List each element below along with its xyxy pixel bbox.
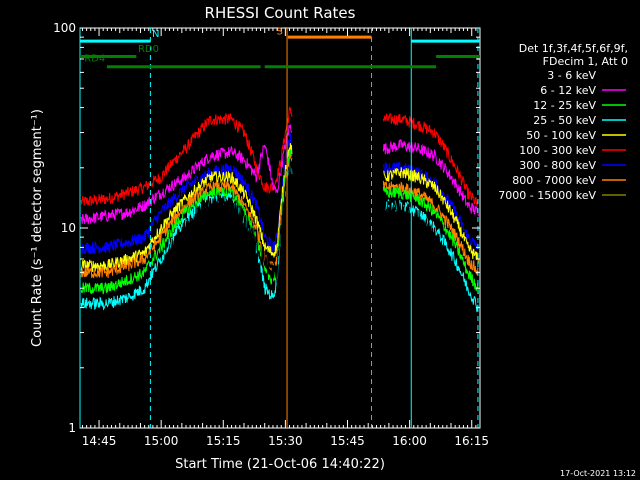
series-line-7	[80, 159, 479, 351]
footer-timestamp: 17-Oct-2021 13:12	[560, 469, 636, 478]
legend-label-1: 6 - 12 keV	[540, 84, 596, 97]
flag-label-2: RD0	[138, 44, 159, 55]
y-tick-label-2: 100	[53, 21, 76, 35]
legend: Det 1f,3f,4f,5f,6f,9f,FDecim 1, Att 03 -…	[498, 42, 628, 202]
x-tick-label-0: 14:45	[82, 434, 117, 448]
x-tick-label-6: 16:15	[454, 434, 489, 448]
legend-header-1: FDecim 1, Att 0	[543, 55, 628, 68]
legend-label-3: 25 - 50 keV	[533, 114, 596, 127]
flag-label-0: N	[152, 29, 159, 40]
x-tick-label-3: 15:30	[268, 434, 303, 448]
chart-title: RHESSI Count Rates	[205, 4, 356, 22]
flag-label-1: S	[277, 26, 283, 37]
x-tick-label-2: 15:15	[206, 434, 241, 448]
legend-label-6: 300 - 800 keV	[519, 159, 596, 172]
y-tick-label-0: 1	[68, 421, 76, 435]
x-tick-label-4: 15:45	[330, 434, 365, 448]
x-tick-label-1: 15:00	[144, 434, 179, 448]
y-tick-label-1: 10	[61, 221, 76, 235]
series-line-0	[80, 105, 479, 206]
y-axis-label: Count Rate (s⁻¹ detector segment⁻¹)	[30, 109, 45, 347]
x-axis-label: Start Time (21-Oct-06 14:40:22)	[175, 457, 385, 472]
legend-label-7: 800 - 7000 keV	[512, 174, 596, 187]
legend-label-2: 12 - 25 keV	[533, 99, 596, 112]
legend-label-0: 3 - 6 keV	[547, 69, 596, 82]
flag-label-3: RD4	[84, 53, 105, 64]
series-line-1	[80, 124, 479, 225]
legend-header-0: Det 1f,3f,4f,5f,6f,9f,	[519, 42, 628, 55]
legend-label-5: 100 - 300 keV	[519, 144, 596, 157]
x-tick-label-5: 16:00	[392, 434, 427, 448]
legend-label-8: 7000 - 15000 keV	[498, 189, 596, 202]
legend-label-4: 50 - 100 keV	[526, 129, 596, 142]
plot-area: N S RD0 RD4 1 10 100 14:45 15:00 15:15 15:30 15:45 1…	[53, 21, 489, 448]
